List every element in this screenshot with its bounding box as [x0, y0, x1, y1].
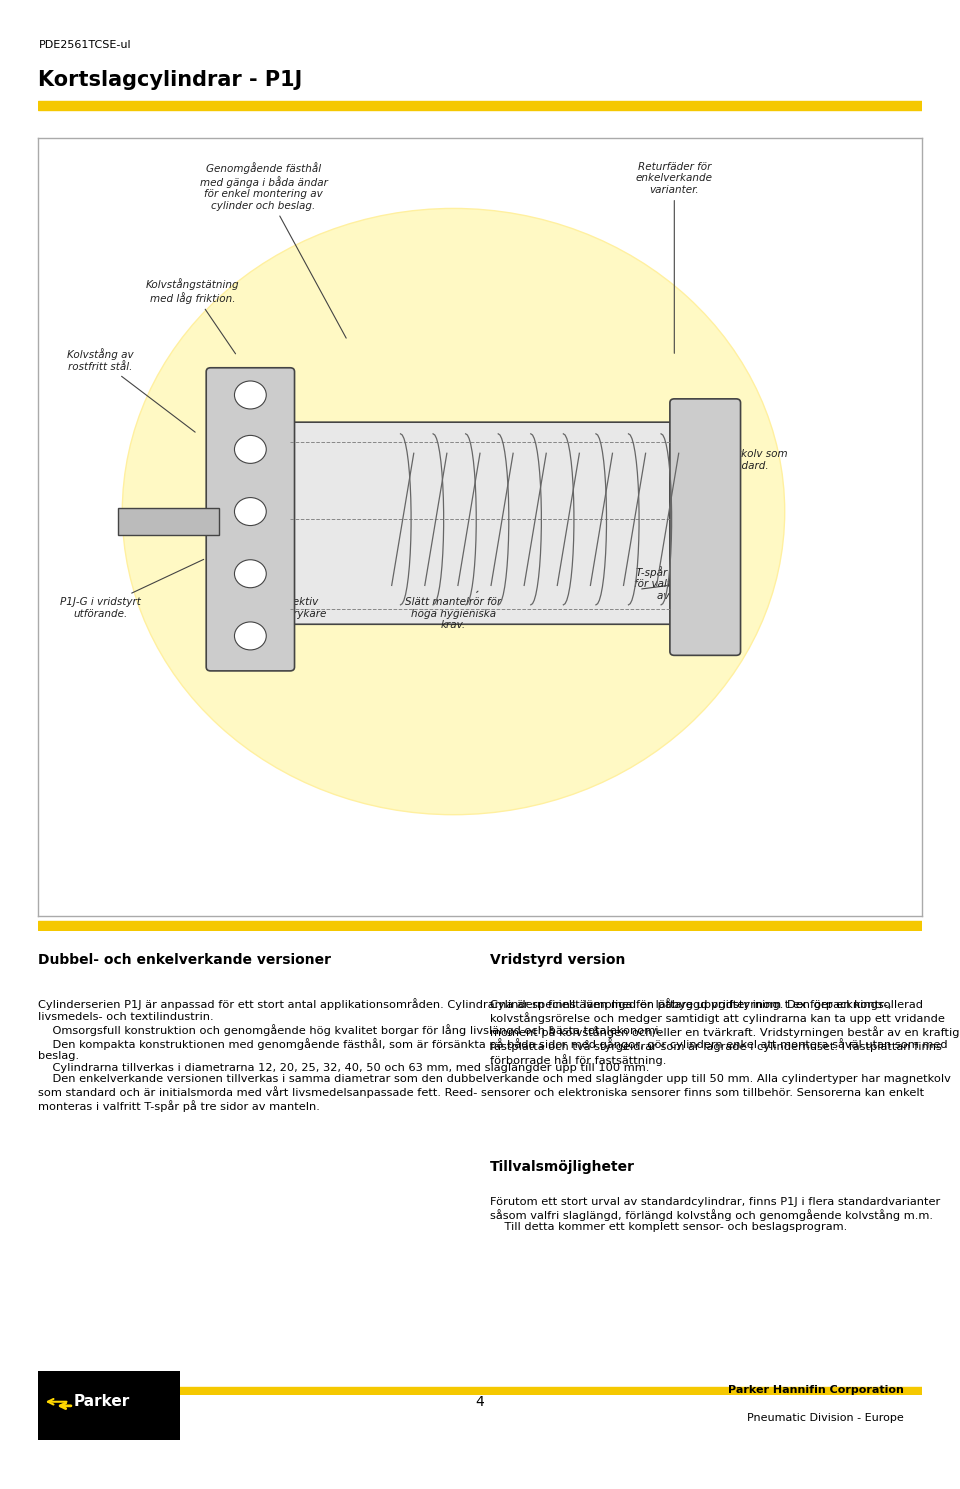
Text: Kortslagcylindrar - P1J: Kortslagcylindrar - P1J [38, 70, 302, 89]
Text: Förutom ett stort urval av standardcylindrar, finns P1J i flera standardvariante: Förutom ett stort urval av standardcylin… [490, 1197, 940, 1233]
Text: Cylindern finns även med en påbyggd vridstyrning. Den ger en kontrollerad kolvst: Cylindern finns även med en påbyggd vrid… [490, 998, 959, 1066]
Bar [38, 101, 922, 110]
Circle shape [234, 497, 266, 526]
Text: Genomgående fästhål
med gänga i båda ändar
för enkel montering av
cylinder och b: Genomgående fästhål med gänga i båda änd… [200, 162, 347, 338]
FancyBboxPatch shape [670, 399, 740, 655]
Text: PDE2561TCSE-ul: PDE2561TCSE-ul [38, 40, 131, 51]
Text: Cylinderserien P1J är anpassad för ett stort antal applikationsområden. Cylindra: Cylinderserien P1J är anpassad för ett s… [38, 998, 951, 1112]
FancyBboxPatch shape [38, 1370, 180, 1440]
Text: Parker Hannifin Corporation: Parker Hannifin Corporation [728, 1385, 904, 1395]
Text: Returfäder för
enkelverkande
varianter.: Returfäder för enkelverkande varianter. [636, 162, 713, 353]
Text: Effektiv
avstrykare: Effektiv avstrykare [272, 584, 326, 618]
Circle shape [234, 435, 266, 463]
Circle shape [234, 560, 266, 588]
Text: Kolvstång av
rostfritt stål.: Kolvstång av rostfritt stål. [67, 348, 195, 432]
FancyBboxPatch shape [206, 368, 295, 672]
Text: P1J-G i vridstyrt
utförande.: P1J-G i vridstyrt utförande. [60, 560, 204, 618]
Bar [38, 1388, 922, 1394]
Text: Magnetkolv som
standard.: Magnetkolv som standard. [694, 450, 788, 487]
Text: Slätt mantelrör för
höga hygieniska
krav.: Slätt mantelrör för höga hygieniska krav… [405, 591, 502, 630]
Ellipse shape [122, 208, 784, 814]
Circle shape [234, 622, 266, 649]
Bar [674, 402, 714, 652]
Text: Vridstyrd version: Vridstyrd version [490, 953, 625, 966]
Text: T-spår på tre sidor
för valfri infästning
av sensor.: T-spår på tre sidor för valfri infästnin… [634, 566, 732, 602]
Text: Parker: Parker [74, 1394, 130, 1409]
Text: Kolvstångstätning
med låg friktion.: Kolvstångstätning med låg friktion. [146, 278, 240, 354]
Circle shape [234, 381, 266, 409]
Text: Pneumatic Division - Europe: Pneumatic Division - Europe [747, 1413, 904, 1423]
Text: Dubbel- och enkelverkande versioner: Dubbel- och enkelverkande versioner [38, 953, 331, 966]
Text: 4: 4 [475, 1395, 485, 1409]
Bar [38, 922, 922, 929]
Bar [118, 508, 220, 535]
Text: Tillvalsmöjligheter: Tillvalsmöjligheter [490, 1160, 635, 1175]
FancyBboxPatch shape [281, 423, 679, 624]
